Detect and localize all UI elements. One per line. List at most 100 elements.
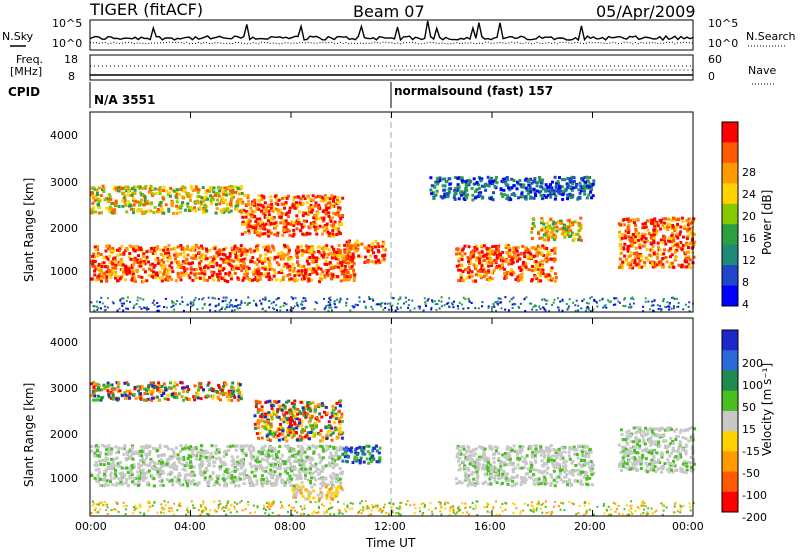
power-echo-cell <box>503 276 507 280</box>
power-echo-cell <box>273 257 277 261</box>
velocity-echo-cell <box>268 432 272 436</box>
noise-lines <box>89 20 694 45</box>
velocity-echo-cell <box>146 463 150 467</box>
power-echo-cell <box>101 302 104 305</box>
power-echo-cell <box>199 259 203 263</box>
velocity-echo-cell <box>273 463 277 466</box>
power-echo-cell <box>347 249 351 253</box>
power-echo-cell <box>520 185 524 189</box>
velocity-echo-cell <box>226 471 230 475</box>
velocity-echo-cell <box>293 416 297 420</box>
velocity-echo-cell <box>239 463 242 467</box>
power-echo-cell <box>139 208 143 212</box>
power-echo-cell <box>270 202 274 206</box>
power-echo-cell <box>317 203 321 207</box>
velocity-echo-cell <box>125 450 129 454</box>
velocity-echo-cell <box>230 455 234 459</box>
power-echo-cell <box>628 238 632 242</box>
power-echo-cell <box>674 227 678 231</box>
power-echo-cell <box>270 267 273 271</box>
velocity-echo-cell <box>140 450 144 453</box>
power-echo-cell <box>553 238 557 241</box>
power-echo-cell <box>540 259 544 263</box>
velocity-echo-cell <box>198 466 202 470</box>
power-echo-cell <box>403 302 405 305</box>
velocity-echo-cell <box>298 418 302 422</box>
power-echo-cell <box>662 252 666 256</box>
power-echo-cell <box>524 261 528 265</box>
power-echo-cell <box>304 212 308 216</box>
velocity-echo-cell <box>183 464 187 468</box>
power-echo-cell <box>530 227 534 230</box>
power-echo-cell <box>352 247 355 250</box>
power-echo-cell <box>673 297 676 300</box>
power-echo-cell <box>687 305 690 308</box>
velocity-echo-cell <box>320 402 324 406</box>
power-echo-cell <box>103 305 106 308</box>
power-echo-cell <box>299 244 303 248</box>
velocity-echo-cell <box>256 465 259 469</box>
velocity-echo-cell <box>271 484 275 487</box>
power-echo-cell <box>177 263 181 266</box>
power-echo-cell <box>540 228 544 232</box>
power-echo-cell <box>167 251 171 255</box>
power-echo-cell <box>291 221 295 225</box>
power-echo-cell <box>486 175 490 179</box>
power-echo-cell <box>225 191 228 195</box>
velocity-echo-cell <box>109 451 113 455</box>
freq-panel-frame <box>89 54 694 81</box>
power-echo-cell <box>643 233 647 236</box>
power-echo-cell <box>105 197 109 200</box>
power-echo-cell <box>670 240 673 244</box>
power-echo-cell <box>165 189 169 193</box>
power-echo-cell <box>264 253 268 256</box>
velocity-echo-cell <box>143 446 147 450</box>
power-echo-cell <box>327 248 331 252</box>
power-echo-cell <box>113 273 117 277</box>
power-echo-cell <box>158 189 162 192</box>
power-echo-cell <box>325 206 328 210</box>
power-echo-cell <box>559 222 563 225</box>
velocity-echo-cell <box>251 446 255 449</box>
power-echo-cell <box>692 255 696 259</box>
power-echo-cell <box>494 249 498 253</box>
power-echo-cell <box>151 251 155 255</box>
power-echo-cell <box>127 255 131 259</box>
power-echo-cell <box>158 305 161 307</box>
power-echo-cell <box>364 305 367 308</box>
power-echo-cell <box>193 268 197 272</box>
power-echo-cell <box>353 273 357 277</box>
power-echo-cell <box>692 243 696 247</box>
power-echo-cell <box>223 253 227 257</box>
velocity-echo-cell <box>202 451 206 454</box>
velocity-echo-cell <box>170 456 174 460</box>
power-echo-cell <box>546 252 550 256</box>
power-echo-cell <box>204 257 208 261</box>
power-echo-cell <box>570 221 574 225</box>
power-echo-cell <box>245 276 249 280</box>
power-echo-cell <box>478 177 482 181</box>
power-echo-cell <box>263 260 267 264</box>
velocity-echo-cell <box>124 478 128 482</box>
power-echo-cell <box>162 272 166 276</box>
velocity-echo-cell <box>304 425 308 429</box>
power-echo-cell <box>340 267 344 271</box>
velocity-echo-cell <box>321 482 325 485</box>
velocity-echo-cell <box>274 483 278 487</box>
power-echo-cell <box>501 180 505 184</box>
power-echo-cell <box>215 272 219 276</box>
power-echo-cell <box>488 256 492 260</box>
power-echo-cell <box>468 273 472 277</box>
power-echo-cell <box>205 248 209 252</box>
velocity-echo-cell <box>110 467 114 471</box>
power-echo-cell <box>286 265 289 269</box>
power-echo-cell <box>353 241 357 245</box>
power-echo-cell <box>590 296 593 298</box>
power-echo-cell <box>260 302 263 305</box>
power-echo-cell <box>242 265 246 268</box>
power-echo-cell <box>670 234 674 237</box>
velocity-echo-cell <box>319 429 323 433</box>
noise-panel-frame <box>89 19 694 51</box>
power-echo-cell <box>603 305 606 308</box>
power-echo-cell <box>655 261 659 265</box>
